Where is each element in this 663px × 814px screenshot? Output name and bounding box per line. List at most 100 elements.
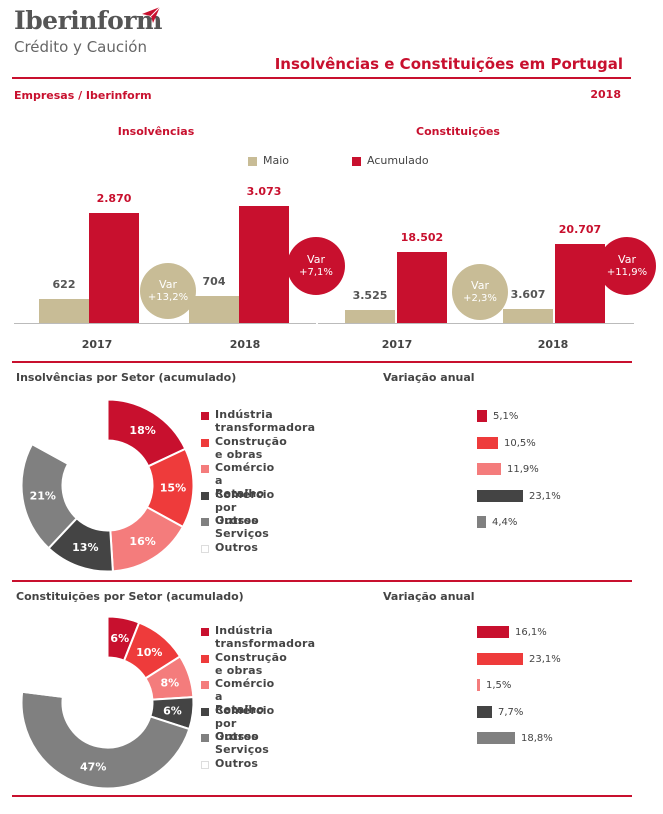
bar-label-1-maio-2018: 3.607 xyxy=(510,288,546,301)
legend-swatch-1-2 xyxy=(201,681,209,689)
var-badge-label-0-2018: Var xyxy=(307,253,325,266)
donut-label-0-1: 15% xyxy=(160,482,186,495)
var-badge-1-2017: Var +2,3% xyxy=(452,264,508,320)
var-bar-1-0 xyxy=(477,626,509,638)
var-badge-label-1-2017: Var xyxy=(471,279,489,292)
legend-swatch-1-0 xyxy=(201,628,209,636)
var-badge-value-1-2017: +2,3% xyxy=(463,293,497,304)
var-label-0-2: 11,9% xyxy=(507,464,539,475)
var-bar-1-3 xyxy=(477,705,492,718)
constituicoes-donut: 6% 10% 8% 6% 47% xyxy=(20,615,195,790)
var-label-1-0: 16,1% xyxy=(515,627,547,638)
legend-swatch-0-4 xyxy=(201,518,209,526)
donut-label-1-4: 47% xyxy=(80,760,106,773)
insolvencias-var-title: Variação anual xyxy=(383,371,475,384)
legend-label-1-2: Comércio a Retalho xyxy=(215,677,275,716)
var-bar-0-1 xyxy=(477,436,498,449)
legend-label-1-1: Construção e obras xyxy=(215,650,288,677)
var-badge-value-0-2017: +13,2% xyxy=(147,292,189,303)
legend-label-acumulado: Acumulado xyxy=(367,154,429,167)
page-subtitle: Empresas / Iberinform xyxy=(14,89,152,102)
bar-label-0-maio-2018: 704 xyxy=(202,275,226,288)
section-divider-2 xyxy=(12,580,632,582)
var-label-0-1: 10,5% xyxy=(504,437,536,449)
legend-swatch-1-3 xyxy=(201,707,209,716)
legend-label-0-4: Outros Serviços xyxy=(215,514,269,540)
var-badge-label-1-2018: Var xyxy=(618,253,636,266)
bar-0-acumulado-2017 xyxy=(89,213,139,323)
insolvencias-setor-title: Insolvências por Setor (acumulado) xyxy=(16,371,237,384)
legend-swatch-0-2 xyxy=(201,465,209,473)
var-badge-0-2017: Var +13,2% xyxy=(140,263,196,319)
donut-slice-1-5 xyxy=(21,615,109,698)
legend-label-0-2: Comércio a Retalho xyxy=(215,461,275,500)
donut-label-0-2: 16% xyxy=(129,535,155,548)
legend-label-1-3: Comércio por Grosso xyxy=(215,703,275,743)
category-label-1-2017: 2017 xyxy=(381,338,413,351)
var-bar-1-2 xyxy=(477,679,480,691)
legend-swatch-1-1 xyxy=(201,654,209,663)
donut-label-0-4: 21% xyxy=(30,490,56,503)
footer-divider xyxy=(12,795,632,797)
constituicoes-setor-title: Constituições por Setor (acumulado) xyxy=(16,590,244,603)
legend-label-0-1: Construção e obras xyxy=(215,434,288,461)
page-year: 2018 xyxy=(590,88,621,101)
legend-label-1-0: Indústria transformadora xyxy=(215,624,316,650)
insolvencias-title: Insolvências xyxy=(117,125,195,138)
legend-label-0-5: Outros xyxy=(215,540,259,554)
bar-1-maio-2017 xyxy=(345,310,395,323)
donut-slice-0-5 xyxy=(30,398,109,466)
constituicoes-var-title: Variação anual xyxy=(383,590,475,603)
legend-swatch-0-0 xyxy=(201,412,209,420)
bar-charts: 622 2.870 2017 Var +13,2% 704 3.073 2018 Var +7,1… xyxy=(0,0,663,360)
var-label-1-4: 18,8% xyxy=(521,733,553,744)
bar-label-0-maio-2017: 622 xyxy=(52,278,76,291)
donut-label-1-2: 8% xyxy=(160,676,179,689)
legend-label-1-5: Outros xyxy=(215,756,259,770)
bar-label-0-acumulado-2017: 2.870 xyxy=(96,192,132,205)
section-divider-1 xyxy=(12,361,632,363)
logo-text: Iberinform xyxy=(14,6,162,35)
constituicoes-title: Constituições xyxy=(416,125,500,138)
bar-label-1-maio-2017: 3.525 xyxy=(352,289,388,302)
var-bar-0-2 xyxy=(477,463,501,475)
var-label-1-3: 7,7% xyxy=(498,706,524,718)
var-badge-label-0-2017: Var xyxy=(159,278,177,291)
legend-swatch-0-1 xyxy=(201,438,209,447)
bar-label-0-acumulado-2018: 3.073 xyxy=(246,185,282,198)
var-bar-0-0 xyxy=(477,410,487,422)
var-badge-value-1-2018: +11,9% xyxy=(606,267,648,278)
plane-icon xyxy=(142,6,161,23)
var-label-1-2: 1,5% xyxy=(486,680,512,691)
var-label-1-1: 23,1% xyxy=(529,653,561,665)
insolvencias-donut: 18% 15% 16% 13% 21% xyxy=(20,398,195,573)
legend-swatch-1-4 xyxy=(201,734,209,742)
header-divider xyxy=(12,77,631,79)
var-label-0-4: 4,4% xyxy=(492,517,518,528)
donut-label-1-3: 6% xyxy=(163,705,182,718)
legend-swatch-acumulado xyxy=(352,157,361,166)
bar-1-acumulado-2018 xyxy=(555,244,605,323)
legend-label-0-0: Indústria transformadora xyxy=(215,408,316,434)
category-label-0-2018: 2018 xyxy=(229,338,261,351)
var-label-0-0: 5,1% xyxy=(493,411,519,422)
bar-0-maio-2017 xyxy=(39,299,89,323)
logo-subtitle: Crédito y Caución xyxy=(14,38,147,56)
var-badge-1-2018: Var +11,9% xyxy=(598,237,656,295)
legend-label-maio: Maio xyxy=(263,154,290,167)
legend-swatch-0-3 xyxy=(201,491,209,500)
donut-label-1-0: 6% xyxy=(110,632,129,645)
donut-label-0-0: 18% xyxy=(129,424,155,437)
legend-swatch-maio xyxy=(248,157,257,166)
bar-label-1-acumulado-2017: 18.502 xyxy=(400,231,444,244)
bar-1-maio-2018 xyxy=(503,309,553,323)
bar-0-acumulado-2018 xyxy=(239,206,289,323)
legend-label-0-3: Comércio por Grosso xyxy=(215,487,275,527)
var-bar-0-3 xyxy=(477,489,523,502)
var-badge-0-2018: Var +7,1% xyxy=(287,237,345,295)
legend-label-1-4: Outros Serviços xyxy=(215,730,269,756)
category-label-1-2018: 2018 xyxy=(537,338,569,351)
var-badge-value-0-2018: +7,1% xyxy=(299,267,333,278)
bar-axis-0 xyxy=(14,323,316,324)
var-bar-0-4 xyxy=(477,516,486,528)
